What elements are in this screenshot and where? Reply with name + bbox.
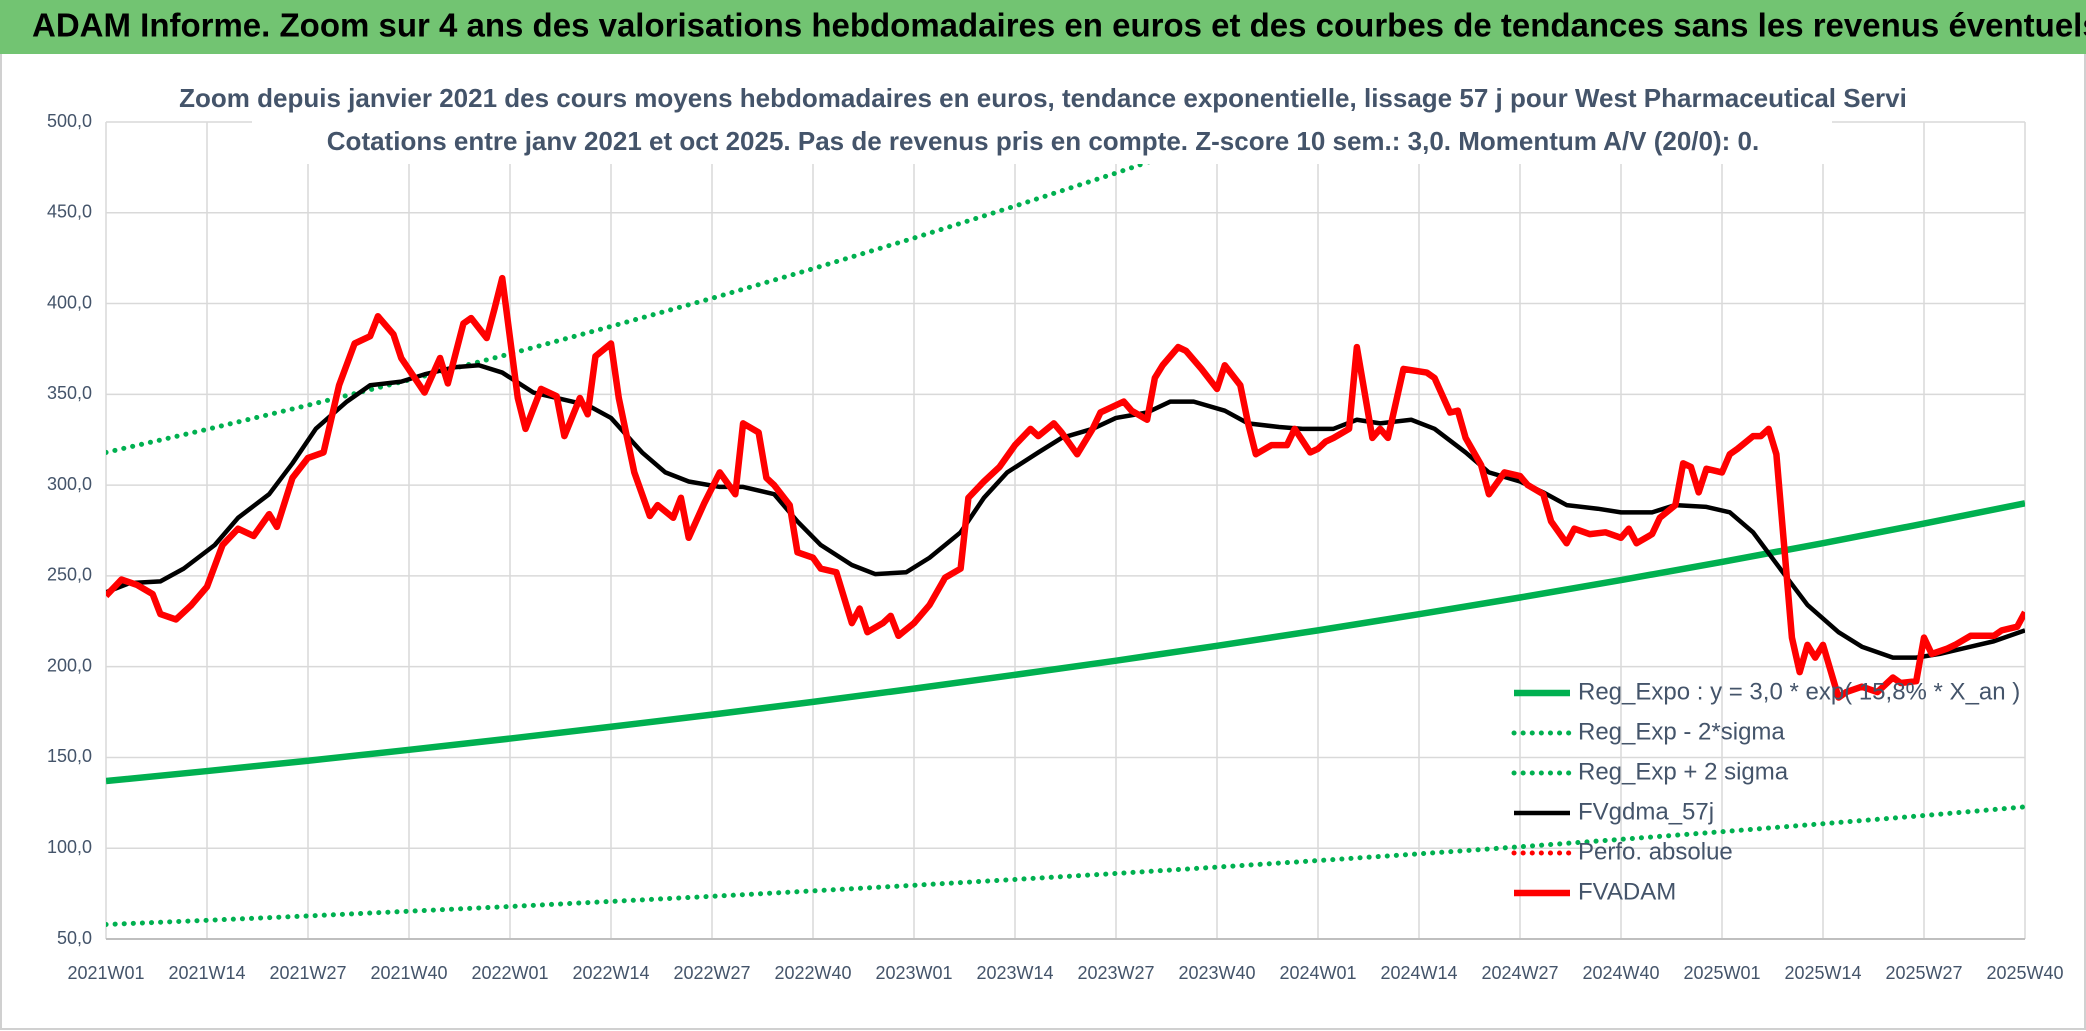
y-tick-label: 50,0 [57, 928, 92, 948]
legend-label: Reg_Exp - 2*sigma [1578, 718, 1785, 745]
x-tick-label: 2025W14 [1784, 963, 1861, 983]
x-tick-label: 2023W01 [875, 963, 952, 983]
x-tick-label: 2025W01 [1683, 963, 1760, 983]
x-tick-label: 2025W27 [1885, 963, 1962, 983]
x-tick-label: 2021W40 [370, 963, 447, 983]
chart-title: Zoom depuis janvier 2021 des cours moyen… [179, 83, 1907, 113]
x-tick-label: 2021W01 [67, 963, 144, 983]
y-tick-label: 350,0 [47, 383, 92, 403]
grid: 50,0 100,0 150,0 200,0 250,0 300,0 350,0 400,0 4… [47, 111, 2064, 983]
legend-label: FVgdma_57j [1578, 798, 1714, 825]
x-tick-label: 2022W14 [572, 963, 649, 983]
legend: Reg_Expo : y = 3,0 * exp( 15,8% * X_an )… [1511, 678, 2020, 905]
y-tick-label: 200,0 [47, 655, 92, 675]
chart-frame [0, 52, 2086, 1030]
x-tick-label: 2023W40 [1178, 963, 1255, 983]
x-tick-label: 2023W27 [1077, 963, 1154, 983]
header-title: ADAM Informe. Zoom sur 4 ans des valoris… [32, 7, 2086, 44]
y-tick-label: 400,0 [47, 292, 92, 312]
y-tick-label: 300,0 [47, 474, 92, 494]
x-tick-label: 2024W27 [1481, 963, 1558, 983]
x-tick-label: 2022W40 [774, 963, 851, 983]
x-tick-label: 2024W40 [1582, 963, 1659, 983]
series-line [106, 274, 2025, 701]
series-layer [106, 118, 2025, 927]
legend-label: Reg_Exp + 2 sigma [1578, 758, 1789, 785]
title-box [252, 80, 1832, 164]
x-tick-label: 2024W01 [1279, 963, 1356, 983]
legend-label: FVADAM [1578, 878, 1676, 905]
legend-label: Reg_Expo : y = 3,0 * exp( 15,8% * X_an ) [1578, 678, 2020, 705]
series-line [106, 500, 2025, 785]
y-tick-label: 100,0 [47, 837, 92, 857]
x-tick-label: 2025W40 [1986, 963, 2063, 983]
series-line [106, 804, 2025, 927]
x-tick-label: 2021W27 [269, 963, 346, 983]
x-tick-label: 2021W14 [168, 963, 245, 983]
x-tick-label: 2024W14 [1380, 963, 1457, 983]
x-tick-label: 2022W01 [471, 963, 548, 983]
x-tick-label: 2023W14 [976, 963, 1053, 983]
y-tick-label: 500,0 [47, 111, 92, 131]
y-tick-label: 450,0 [47, 202, 92, 222]
y-tick-label: 150,0 [47, 746, 92, 766]
header-bar [0, 0, 2086, 54]
x-tick-label: 2022W27 [673, 963, 750, 983]
y-tick-label: 250,0 [47, 565, 92, 585]
chart-subtitle: Cotations entre janv 2021 et oct 2025. P… [327, 126, 1759, 156]
legend-label: Perfo. absolue [1578, 838, 1733, 865]
